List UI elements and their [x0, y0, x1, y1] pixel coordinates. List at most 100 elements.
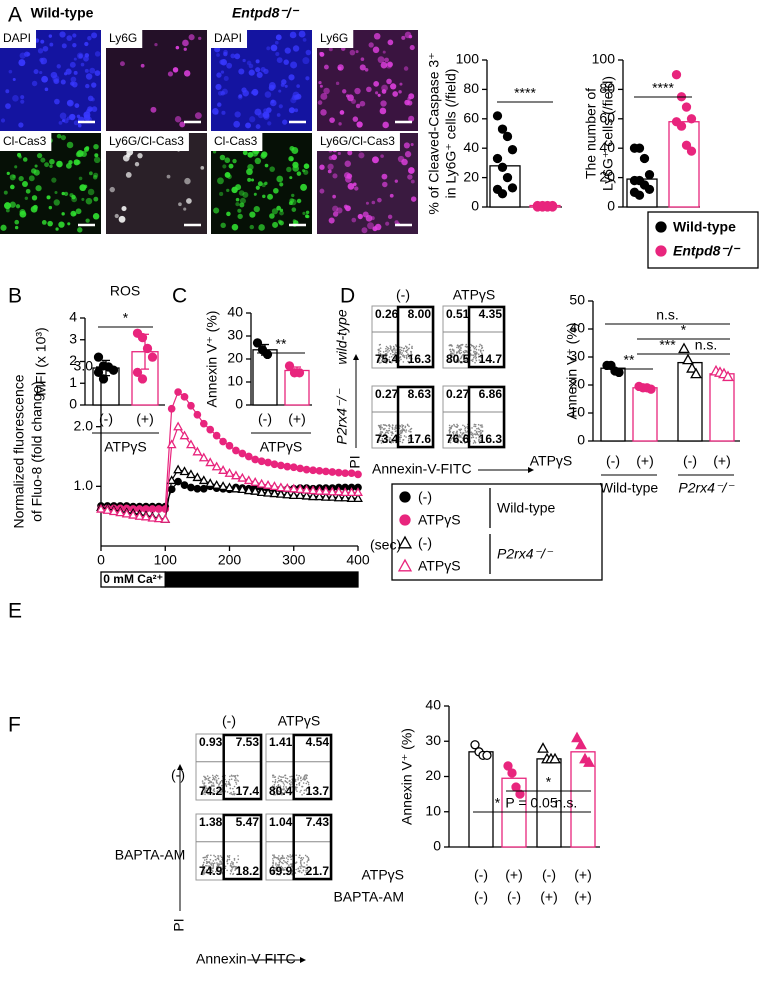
event	[392, 348, 395, 350]
event	[450, 350, 452, 353]
cell	[248, 69, 255, 76]
event	[235, 868, 237, 871]
cell	[10, 184, 15, 190]
event	[458, 350, 461, 352]
event	[479, 350, 482, 353]
label-box	[0, 133, 52, 151]
event	[307, 792, 310, 795]
data-point	[187, 483, 195, 492]
event	[457, 441, 459, 444]
cell	[319, 188, 325, 194]
data-point	[283, 462, 292, 471]
x-tick-label: (+)	[636, 453, 654, 469]
event	[381, 354, 383, 357]
event	[211, 774, 214, 777]
y-axis-label: of Fluo-8 (fold change)	[29, 381, 45, 522]
data-point	[314, 485, 325, 495]
event	[470, 359, 473, 362]
cell	[359, 64, 366, 71]
event	[211, 778, 214, 781]
event	[460, 436, 462, 438]
event	[286, 777, 289, 780]
data-point	[108, 365, 119, 375]
cell	[65, 68, 72, 75]
data-point	[153, 513, 164, 523]
event	[300, 867, 302, 869]
event	[398, 350, 401, 352]
quadrant-value: 16.3	[408, 352, 432, 366]
cell	[385, 221, 390, 226]
cell	[289, 31, 297, 39]
cell	[69, 113, 76, 121]
cell	[264, 91, 272, 98]
cell	[67, 100, 73, 106]
event	[473, 423, 476, 426]
cell	[394, 220, 399, 225]
cell	[394, 179, 398, 183]
cell	[291, 147, 299, 155]
event	[402, 350, 405, 352]
event	[466, 438, 469, 440]
cell	[278, 220, 284, 226]
cell	[134, 161, 140, 167]
event	[475, 348, 478, 351]
annexin-gate	[292, 733, 333, 801]
event	[210, 869, 213, 871]
event	[463, 437, 465, 439]
cell	[234, 53, 241, 60]
data-point	[301, 490, 312, 500]
cell	[30, 168, 37, 174]
event	[458, 428, 461, 431]
y-tick-label: 10	[425, 802, 441, 818]
event	[298, 774, 300, 777]
cell	[14, 219, 20, 225]
cell	[76, 150, 84, 158]
cell	[5, 89, 10, 94]
row-label: ATPγS	[530, 453, 573, 469]
cell	[69, 61, 76, 68]
data-point	[128, 509, 139, 519]
y-tick-label: 0	[235, 396, 243, 412]
cell	[387, 214, 393, 220]
cell	[294, 108, 299, 113]
quadrant-value: 0.27	[375, 387, 399, 401]
cell	[69, 193, 74, 198]
event	[395, 424, 397, 427]
event	[305, 869, 307, 872]
cell	[263, 68, 269, 75]
cell	[380, 154, 384, 158]
event	[460, 356, 463, 359]
event	[286, 860, 289, 863]
event	[280, 792, 283, 794]
y-tick-label: 30	[569, 348, 585, 364]
cell	[74, 103, 80, 108]
significance-label: n.s.	[555, 795, 578, 811]
cell	[223, 75, 229, 81]
cell	[256, 71, 263, 79]
event	[272, 854, 274, 857]
event	[276, 793, 279, 796]
event	[401, 426, 403, 428]
event	[386, 358, 389, 361]
row-label: BAPTA-AM	[333, 889, 404, 905]
cell	[253, 205, 260, 213]
cell	[200, 165, 205, 170]
event	[207, 779, 210, 782]
event	[209, 791, 212, 794]
y-axis-label: MFI (x 10³)	[33, 327, 49, 395]
cell	[63, 118, 69, 124]
cell	[182, 39, 189, 47]
event	[207, 854, 209, 856]
cell	[109, 186, 115, 193]
significance-label: **	[624, 352, 635, 368]
event	[299, 854, 301, 857]
event	[389, 353, 392, 355]
data-point	[137, 332, 148, 343]
y-axis-label: PI	[347, 455, 363, 468]
event	[273, 785, 276, 788]
event	[452, 432, 455, 435]
cell	[63, 191, 69, 197]
event	[212, 792, 215, 795]
event	[451, 352, 454, 355]
event	[284, 869, 286, 871]
